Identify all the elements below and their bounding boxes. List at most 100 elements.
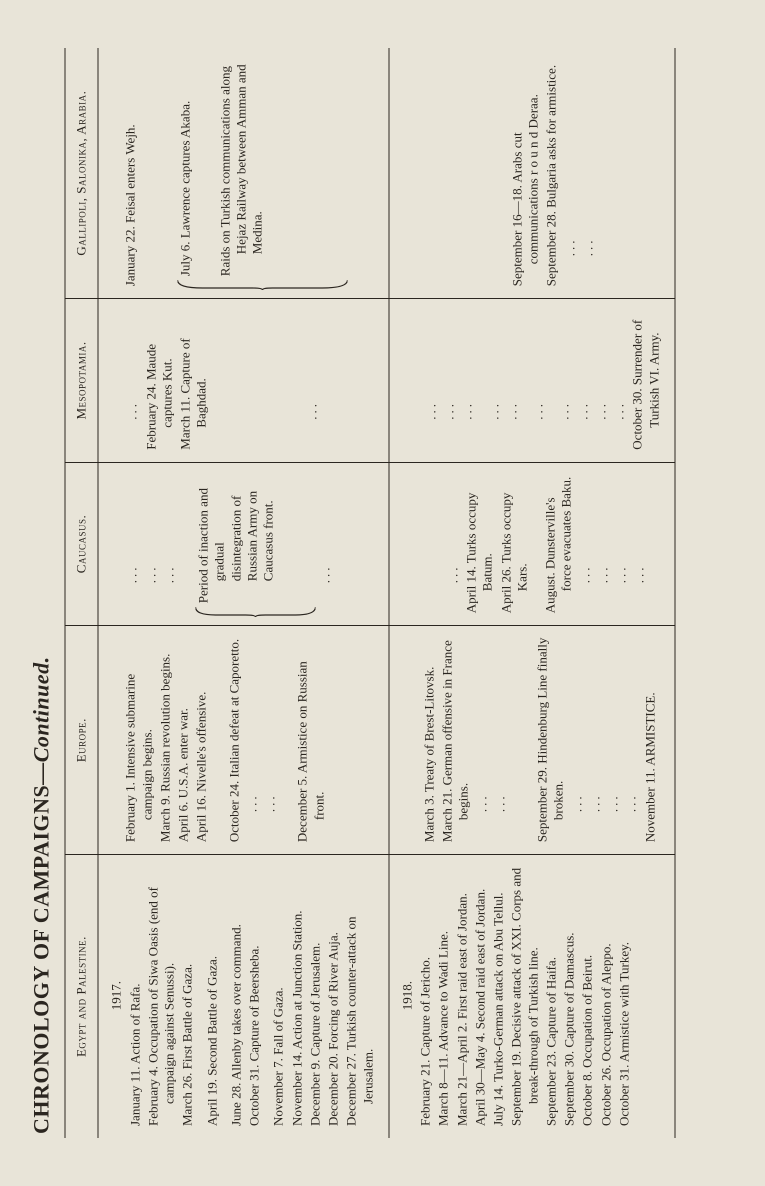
ellipsis: ... bbox=[605, 636, 621, 812]
ellipsis: ... bbox=[124, 473, 140, 584]
egypt-1918-entry: July 14. Turko-German attack on Abu Tell… bbox=[490, 865, 506, 1126]
europe-1918-entry: November 11. ARMISTICE. bbox=[642, 636, 658, 842]
ellipsis: ... bbox=[562, 58, 578, 256]
arabia-1917-entry: July 6. Lawrence captures Akaba. bbox=[177, 58, 193, 276]
caucasus-1918-entry: April 14. Turks occupy Batum. bbox=[463, 473, 496, 614]
europe-1917-entry: February 1. Intensive submarine campaign… bbox=[122, 636, 155, 842]
egypt-1918-entry: October 8. Occupation of Beirut. bbox=[579, 865, 595, 1126]
egypt-1917-entry: November 7. Fall of Gaza. bbox=[270, 865, 286, 1126]
ellipsis: ... bbox=[593, 309, 609, 420]
page-title: CHRONOLOGY OF CAMPAIGNS—Continued. bbox=[28, 48, 54, 1134]
meso-1917-entry: March 11. Capture of Baghdad. bbox=[177, 309, 210, 450]
ellipsis: ... bbox=[595, 473, 611, 584]
ellipsis: ... bbox=[423, 309, 439, 420]
col-header-arabia: Gallipoli, Salonika, Arabia. bbox=[65, 48, 98, 299]
egypt-1918-entry: March 8—11. Advance to Wadi Line. bbox=[435, 865, 451, 1126]
table-header-row: Egypt and Palestine. Europe. Caucasus. M… bbox=[65, 48, 98, 1138]
cell-egypt-1917: 1917. January 11. Action of Rafa. Februa… bbox=[98, 855, 389, 1138]
title-continued: —Continued. bbox=[28, 656, 53, 784]
ellipsis: ... bbox=[317, 473, 333, 584]
egypt-1918-entry: March 21—April 2. First raid east of Jor… bbox=[454, 865, 470, 1126]
cell-arabia-1918: September 16—18. Arabs cut communication… bbox=[388, 48, 674, 299]
col-header-egypt: Egypt and Palestine. bbox=[65, 855, 98, 1138]
ellipsis: ... bbox=[445, 473, 461, 584]
ellipsis: ... bbox=[124, 309, 140, 420]
egypt-1917-entry: December 27. Turkish counter-attack on J… bbox=[343, 865, 376, 1126]
arabia-1918-entry: September 16—18. Arabs cut communication… bbox=[509, 58, 542, 286]
europe-1918-entry: March 21. German offensive in France beg… bbox=[439, 636, 472, 842]
cell-meso-1918: ... ... ... ... ... ... ... ... ... ... … bbox=[388, 299, 674, 463]
page: CHRONOLOGY OF CAMPAIGNS—Continued. Egypt… bbox=[0, 0, 765, 1186]
year-1918: 1918. bbox=[399, 865, 415, 1126]
row-1918: 1918. February 21. Capture of Jericho. M… bbox=[388, 48, 674, 1138]
egypt-1917-entry: January 11. Action of Rafa. bbox=[127, 865, 143, 1126]
europe-1917-entry: December 5. Armistice on Russian front. bbox=[294, 636, 327, 842]
europe-1918-entry: March 3. Treaty of Brest-Litovsk. bbox=[421, 636, 437, 842]
egypt-1917-entry: April 19. Second Battle of Gaza. bbox=[204, 865, 220, 1126]
egypt-1917-entry: March 26. First Battle of Gaza. bbox=[179, 865, 195, 1126]
cell-caucasus-1918: ... April 14. Turks occupy Batum. April … bbox=[388, 462, 674, 626]
egypt-1918-entry: October 31. Armistice with Turkey. bbox=[616, 865, 632, 1126]
ellipsis: ... bbox=[161, 473, 177, 584]
year-1917: 1917. bbox=[108, 865, 124, 1126]
ellipsis: ... bbox=[304, 309, 320, 420]
ellipsis: ... bbox=[492, 636, 508, 812]
ellipsis: ... bbox=[613, 473, 629, 584]
ellipsis: ... bbox=[580, 58, 596, 256]
ellipsis: ... bbox=[623, 636, 639, 812]
ellipsis: ... bbox=[262, 636, 278, 812]
brace-icon bbox=[177, 278, 347, 290]
cell-arabia-1917: January 22. Feisal enters Wejh. July 6. … bbox=[98, 48, 389, 299]
europe-1917-entry: April 16. Nivelle's offensive. bbox=[193, 636, 209, 842]
ellipsis: ... bbox=[575, 309, 591, 420]
ellipsis: ... bbox=[459, 309, 475, 420]
arabia-1918-entry: September 28. Bulgaria asks for armistic… bbox=[543, 58, 559, 286]
egypt-1917-entry: October 31. Capture of Beersheba. bbox=[246, 865, 262, 1126]
europe-1917-entry: April 6. U.S.A. enter war. bbox=[175, 636, 191, 842]
ellipsis: ... bbox=[504, 309, 520, 420]
egypt-1918-entry: September 19. Decisive attack of XXI. Co… bbox=[508, 865, 541, 1126]
meso-1918-entry: October 30. Surrender of Turkish VI. Arm… bbox=[629, 309, 662, 450]
egypt-1918-entry: September 23. Capture of Haifa. bbox=[543, 865, 559, 1126]
europe-1917-entry: March 9. Russian revolution begins. bbox=[157, 636, 173, 842]
ellipsis: ... bbox=[556, 309, 572, 420]
arabia-1917-entry: January 22. Feisal enters Wejh. bbox=[122, 58, 138, 286]
ellipsis: ... bbox=[486, 309, 502, 420]
egypt-1917-entry: February 4. Occupation of Siwa Oasis (en… bbox=[145, 865, 178, 1126]
egypt-1918-entry: February 21. Capture of Jericho. bbox=[417, 865, 433, 1126]
europe-1917-entry: October 24. Italian defeat at Caporetto. bbox=[226, 636, 242, 842]
egypt-1918-entry: October 26. Occupation of Aleppo. bbox=[598, 865, 614, 1126]
ellipsis: ... bbox=[569, 636, 585, 812]
egypt-1917-entry: November 14. Action at Junction Station. bbox=[289, 865, 305, 1126]
ellipsis: ... bbox=[143, 473, 159, 584]
caucasus-1918-entry: April 26. Turks occupy Kars. bbox=[498, 473, 531, 614]
ellipsis: ... bbox=[530, 309, 546, 420]
ellipsis: ... bbox=[587, 636, 603, 812]
ellipsis: ... bbox=[611, 309, 627, 420]
egypt-1918-entry: September 30. Capture of Damascus. bbox=[561, 865, 577, 1126]
caucasus-1917-brace-text: Period of inaction and gradual disintegr… bbox=[195, 473, 276, 604]
chronology-table: Egypt and Palestine. Europe. Caucasus. M… bbox=[64, 48, 675, 1138]
cell-caucasus-1917: ... ... ... Period of inaction and gradu… bbox=[98, 462, 389, 626]
egypt-1917-entry: June 28. Allenby takes over command. bbox=[228, 865, 244, 1126]
egypt-1917-entry: December 20. Forcing of River Auja. bbox=[325, 865, 341, 1126]
brace-icon bbox=[195, 605, 315, 617]
meso-1917-entry: February 24. Maude captures Kut. bbox=[143, 309, 176, 450]
ellipsis: ... bbox=[441, 309, 457, 420]
arabia-1917-brace-text: Raids on Turkish communications along He… bbox=[217, 58, 266, 276]
egypt-1918-entry: April 30—May 4. Second raid east of Jord… bbox=[472, 865, 488, 1126]
col-header-caucasus: Caucasus. bbox=[65, 462, 98, 626]
col-header-mesopotamia: Mesopotamia. bbox=[65, 299, 98, 463]
caucasus-1918-entry: August. Dunsterville's force evacuates B… bbox=[542, 473, 575, 614]
title-main: CHRONOLOGY OF CAMPAIGNS bbox=[28, 785, 53, 1134]
egypt-1917-entry: December 9. Capture of Jerusalem. bbox=[307, 865, 323, 1126]
europe-1918-entry: September 29. Hindenburg Line finally br… bbox=[534, 636, 567, 842]
col-header-europe: Europe. bbox=[65, 626, 98, 855]
ellipsis: ... bbox=[244, 636, 260, 812]
ellipsis: ... bbox=[577, 473, 593, 584]
cell-europe-1918: March 3. Treaty of Brest-Litovsk. March … bbox=[388, 626, 674, 855]
cell-meso-1917: ... February 24. Maude captures Kut. Mar… bbox=[98, 299, 389, 463]
cell-europe-1917: February 1. Intensive submarine campaign… bbox=[98, 626, 389, 855]
ellipsis: ... bbox=[631, 473, 647, 584]
ellipsis: ... bbox=[474, 636, 490, 812]
